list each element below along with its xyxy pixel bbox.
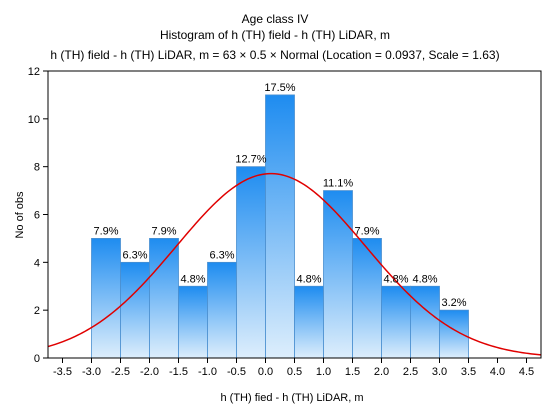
bar-percent-label: 4.8% (296, 273, 321, 285)
histogram-bar (178, 285, 208, 359)
y-tick-label: 8 (34, 162, 40, 174)
x-tick-label: -2.0 (140, 366, 159, 378)
x-tick-label: 3.0 (432, 366, 447, 378)
chart-subtitle: Histogram of h (TH) field - h (TH) LiDAR… (160, 28, 390, 42)
bar-percent-label: 7.9% (151, 225, 176, 237)
y-tick-label: 0 (34, 353, 40, 365)
x-tick-label: -1.0 (198, 366, 217, 378)
histogram-bar (120, 261, 150, 359)
histogram-bar (236, 166, 266, 359)
bar-percent-label: 7.9% (354, 225, 379, 237)
y-tick-label: 2 (34, 305, 40, 317)
y-tick-label: 10 (28, 114, 40, 126)
bar-percent-label: 12.7% (235, 154, 266, 166)
bar-percent-label: 4.8% (180, 273, 205, 285)
y-axis-title: No of obs (14, 191, 26, 239)
bar-percent-label: 4.8% (383, 273, 408, 285)
y-tick-label: 6 (34, 210, 40, 222)
bar-percent-label: 6.3% (122, 249, 147, 261)
x-tick-label: 2.5 (403, 366, 418, 378)
bar-percent-label: 7.9% (93, 225, 118, 237)
histogram-bar (294, 285, 324, 359)
bar-percent-label: 11.1% (323, 178, 354, 190)
x-tick-label: 3.5 (461, 366, 476, 378)
x-tick-label: 0.5 (287, 366, 302, 378)
x-axis-title: h (TH) fied - h (TH) LiDAR, m (220, 392, 363, 404)
bar-percent-label: 6.3% (209, 249, 234, 261)
y-tick-label: 12 (28, 66, 40, 78)
x-tick-label: -2.5 (111, 366, 130, 378)
plot-area: 7.9% 6.3% 7.9% 4.8% 6.3% 12.7% 17.5% 4.8% 11.1% 7… (28, 66, 542, 378)
bar-percent-label: 17.5% (264, 82, 295, 94)
histogram-bar (149, 238, 179, 359)
x-tick-label: 4.5 (519, 366, 534, 378)
histogram-bar (323, 190, 353, 359)
x-tick-label: 4.0 (490, 366, 505, 378)
x-tick-label: 1.0 (316, 366, 331, 378)
x-tick-label: 1.5 (345, 366, 360, 378)
x-tick-label: -0.5 (227, 366, 246, 378)
bar-percent-label: 3.2% (441, 297, 466, 309)
histogram-bar (352, 238, 382, 359)
histogram-bar (91, 238, 121, 359)
histogram-bar (439, 309, 469, 359)
normal-fit-curve (47, 172, 542, 356)
x-tick-label: 2.0 (374, 366, 389, 378)
x-tick-label: 0.0 (258, 366, 273, 378)
chart-title: Age class IV (242, 12, 309, 26)
fit-description: h (TH) field - h (TH) LiDAR, m = 63 × 0.… (50, 48, 499, 62)
x-tick-label: -1.5 (169, 366, 188, 378)
histogram-bar (410, 285, 440, 359)
histogram-bar (381, 285, 411, 359)
y-tick-label: 4 (34, 257, 40, 269)
histogram-bar (265, 94, 295, 359)
x-tick-label: -3.5 (53, 366, 72, 378)
histogram-bar (207, 261, 237, 359)
bar-percent-label: 4.8% (412, 273, 437, 285)
x-tick-label: -3.0 (82, 366, 101, 378)
